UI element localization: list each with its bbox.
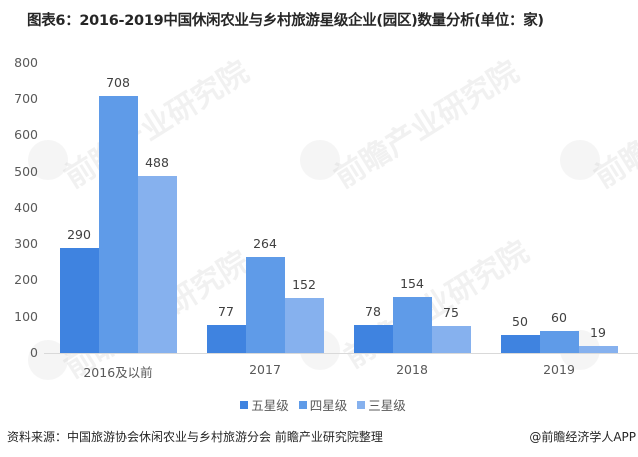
- value-label: 290: [67, 227, 91, 242]
- legend-item-five-star[interactable]: 五星级: [240, 395, 289, 414]
- x-axis-line: [44, 353, 638, 354]
- bar-2019-four-star: [540, 331, 579, 353]
- bar-2018-four-star: [393, 297, 432, 353]
- bar-2016-five-star: [60, 248, 99, 353]
- bar-2017-four-star: [246, 257, 285, 353]
- watermark: 前瞻产业研究院: [328, 54, 526, 196]
- bar-2016-four-star: [99, 96, 138, 353]
- x-label-2017: 2017: [249, 362, 281, 377]
- legend-item-four-star[interactable]: 四星级: [298, 395, 348, 414]
- value-label: 708: [106, 75, 130, 90]
- value-label: 50: [512, 314, 528, 329]
- five-star-swatch-icon: [240, 400, 249, 409]
- y-tick-700: 700: [14, 91, 38, 106]
- value-label: 488: [145, 155, 169, 170]
- legend-label: 四星级: [309, 398, 348, 413]
- y-tick-600: 600: [14, 127, 38, 142]
- value-label: 75: [443, 305, 459, 320]
- value-label: 152: [292, 277, 316, 292]
- x-label-2019: 2019: [543, 362, 575, 377]
- value-label: 60: [551, 310, 567, 325]
- four-star-swatch-icon: [298, 400, 307, 409]
- value-label: 77: [218, 304, 234, 319]
- legend-label: 三星级: [368, 398, 406, 413]
- bar-2016-three-star: [138, 176, 177, 353]
- bar-2017-three-star: [285, 298, 324, 353]
- x-label-2018: 2018: [396, 362, 428, 377]
- chart-title: 图表6：2016-2019中国休闲农业与乡村旅游星级企业(园区)数量分析(单位：…: [27, 13, 544, 29]
- watermark: 前瞻产业研究院: [588, 54, 638, 196]
- value-label: 154: [400, 276, 424, 291]
- bar-2017-five-star: [207, 325, 246, 353]
- watermark: 前瞻产业研究院: [58, 54, 256, 196]
- source-note: 资料来源：中国旅游协会休闲农业与乡村旅游分会 前瞻产业研究院整理: [7, 430, 383, 444]
- y-tick-300: 300: [14, 236, 38, 251]
- legend-label: 五星级: [251, 398, 289, 413]
- chart-legend: 五星级 四星级 三星级: [0, 395, 638, 414]
- y-tick-0: 0: [30, 345, 38, 360]
- value-label: 78: [365, 304, 381, 319]
- y-tick-200: 200: [14, 272, 38, 287]
- value-label: 264: [253, 236, 277, 251]
- y-tick-800: 800: [14, 55, 38, 70]
- watermark-logo-icon: [560, 140, 600, 180]
- bar-2018-five-star: [354, 325, 393, 353]
- watermark-logo-icon: [300, 140, 340, 180]
- value-label: 19: [590, 325, 606, 340]
- y-tick-400: 400: [14, 200, 38, 215]
- legend-item-three-star[interactable]: 三星级: [357, 395, 406, 414]
- three-star-swatch-icon: [357, 400, 366, 409]
- watermark: 前瞻产业研究院: [338, 234, 536, 376]
- y-tick-500: 500: [14, 164, 38, 179]
- bar-2018-three-star: [432, 326, 471, 353]
- x-label-2016: 2016及以前: [83, 365, 153, 380]
- y-tick-100: 100: [14, 309, 38, 324]
- bar-2019-three-star: [579, 346, 618, 353]
- bar-2019-five-star: [501, 335, 540, 353]
- credit-note: @前瞻经济学人APP: [529, 430, 636, 444]
